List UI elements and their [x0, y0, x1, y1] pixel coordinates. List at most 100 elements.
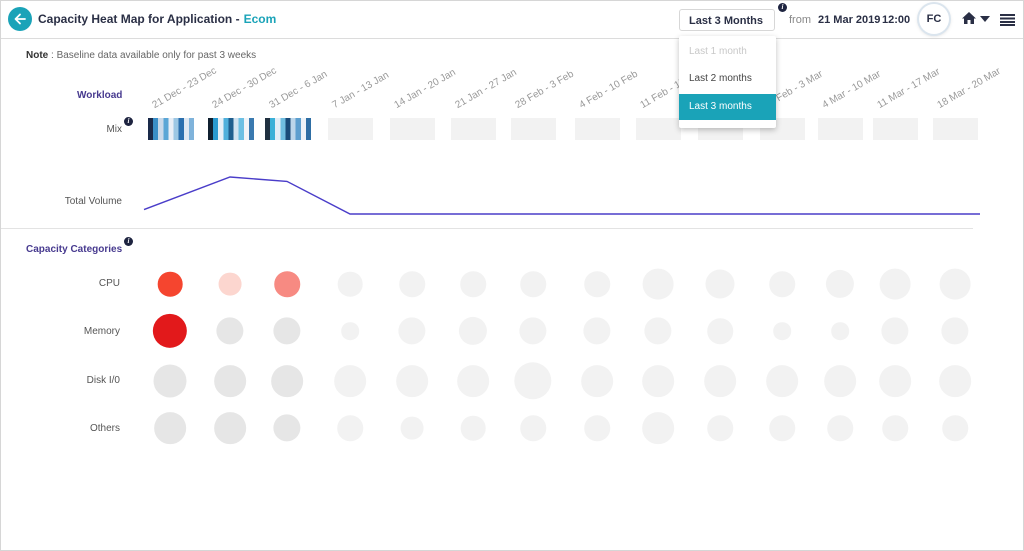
capacity-dot-memory[interactable] — [519, 317, 547, 345]
mix-cell[interactable] — [873, 118, 918, 140]
user-avatar[interactable]: FC — [919, 4, 949, 34]
home-menu-button[interactable] — [961, 11, 991, 27]
capacity-dot-memory[interactable] — [881, 317, 909, 345]
mix-cell[interactable] — [511, 118, 556, 140]
category-label-others: Others — [89, 423, 120, 434]
capacity-dot-disk[interactable] — [396, 365, 428, 397]
mix-cell[interactable] — [933, 118, 978, 140]
capacity-dot-others[interactable] — [584, 415, 610, 441]
capacity-dot-memory[interactable] — [831, 322, 849, 340]
capacity-dot-disk[interactable] — [514, 362, 552, 400]
category-label-cpu: CPU — [98, 278, 120, 289]
capacity-dot-others[interactable] — [520, 415, 546, 441]
capacity-dot-disk[interactable] — [879, 365, 911, 397]
note-prefix: Note — [26, 50, 49, 61]
capacity-dot-cpu[interactable] — [642, 268, 674, 300]
capacity-dot-disk[interactable] — [766, 365, 798, 397]
capacity-dot-disk[interactable] — [642, 365, 674, 397]
note-text: : Baseline data available only for past … — [51, 50, 257, 61]
capacity-dot-cpu[interactable] — [520, 271, 546, 297]
workload-heading: Workload — [77, 90, 123, 101]
capacity-dot-others[interactable] — [154, 412, 186, 444]
application-name: Ecom — [243, 12, 277, 26]
capacity-dot-others[interactable] — [337, 415, 363, 441]
chevron-down-icon — [980, 16, 990, 22]
mix-info-icon[interactable]: i — [124, 117, 133, 126]
capacity-dot-cpu[interactable] — [825, 269, 855, 299]
hamburger-icon — [1000, 14, 1015, 26]
capacity-dot-cpu[interactable] — [705, 269, 735, 299]
capacity-dot-disk[interactable] — [824, 365, 856, 397]
capacity-dot-memory[interactable] — [941, 317, 969, 345]
capacity-dot-others[interactable] — [642, 412, 674, 444]
capacity-dot-memory[interactable] — [341, 322, 359, 340]
mix-cell[interactable] — [328, 118, 373, 140]
mix-label: Mix — [106, 124, 122, 135]
time-label: 12:00 — [882, 14, 911, 26]
capacity-dot-others[interactable] — [707, 415, 733, 441]
capacity-dot-cpu[interactable] — [337, 271, 363, 297]
mix-cell[interactable] — [636, 118, 681, 140]
capacity-dot-cpu[interactable] — [584, 271, 610, 297]
capacity-dot-memory[interactable] — [773, 322, 791, 340]
capacity-dot-disk[interactable] — [271, 365, 303, 397]
section-divider — [1, 228, 973, 229]
option-last-3-months[interactable]: Last 3 months — [679, 94, 776, 120]
option-last-2-months[interactable]: Last 2 months — [689, 73, 752, 84]
capacity-dot-disk[interactable] — [334, 365, 366, 397]
capacity-dot-others[interactable] — [460, 415, 486, 441]
capacity-dot-memory[interactable] — [707, 318, 733, 344]
capacity-dot-others[interactable] — [769, 415, 795, 441]
capacity-dot-disk[interactable] — [153, 364, 187, 398]
capacity-dot-memory[interactable] — [398, 317, 426, 345]
capacity-dot-disk[interactable] — [457, 365, 489, 397]
back-button[interactable] — [8, 7, 32, 31]
info-icon[interactable]: i — [778, 3, 787, 12]
mix-cell[interactable] — [390, 118, 435, 140]
capacity-dot-others[interactable] — [214, 412, 246, 444]
top-bar: Capacity Heat Map for Application - Ecom … — [1, 1, 1023, 39]
capacity-dot-memory[interactable] — [583, 317, 611, 345]
capacity-dot-cpu[interactable] — [157, 271, 183, 297]
capacity-dot-cpu[interactable] — [879, 268, 911, 300]
mix-cell[interactable] — [208, 118, 254, 140]
capacity-dot-disk[interactable] — [939, 365, 971, 397]
time-range-select[interactable]: Last 3 Months — [679, 9, 775, 31]
capacity-dot-memory[interactable] — [216, 317, 244, 345]
capacity-dot-others[interactable] — [942, 415, 968, 441]
date-label: 21 Mar 2019 — [818, 14, 881, 26]
capacity-dot-memory[interactable] — [644, 317, 672, 345]
capacity-dot-cpu[interactable] — [218, 272, 242, 296]
mix-cell[interactable] — [265, 118, 311, 140]
capacity-dot-memory[interactable] — [152, 313, 188, 349]
page-title: Capacity Heat Map for Application - Ecom — [38, 12, 276, 26]
capacity-dot-memory[interactable] — [458, 316, 488, 346]
capacity-dot-cpu[interactable] — [769, 271, 795, 297]
capacity-info-icon[interactable]: i — [124, 237, 133, 246]
category-label-disk: Disk I/0 — [86, 375, 120, 386]
capacity-dot-cpu[interactable] — [460, 271, 486, 297]
capacity-dot-cpu[interactable] — [399, 271, 425, 297]
capacity-dot-others[interactable] — [400, 416, 424, 440]
baseline-note: Note : Baseline data available only for … — [26, 50, 256, 61]
capacity-dot-memory[interactable] — [273, 317, 301, 345]
arrow-left-icon — [14, 13, 26, 25]
capacity-dot-others[interactable] — [273, 414, 301, 442]
mix-cell[interactable] — [818, 118, 863, 140]
capacity-dot-others[interactable] — [827, 415, 853, 441]
capacity-dot-cpu[interactable] — [939, 268, 971, 300]
menu-button[interactable] — [1000, 13, 1015, 26]
time-range-dropdown: Last 1 month Last 2 months Last 3 months — [679, 36, 776, 128]
option-last-1-month: Last 1 month — [689, 46, 747, 57]
from-label: from — [789, 14, 811, 26]
capacity-dot-others[interactable] — [882, 415, 908, 441]
mix-cell[interactable] — [575, 118, 620, 140]
mix-cell[interactable] — [451, 118, 496, 140]
page-title-text: Capacity Heat Map for Application - — [38, 12, 240, 26]
capacity-dot-cpu[interactable] — [274, 271, 300, 297]
capacity-dot-disk[interactable] — [704, 365, 736, 397]
capacity-dot-disk[interactable] — [214, 365, 246, 397]
capacity-dot-disk[interactable] — [581, 365, 613, 397]
total-volume-label: Total Volume — [64, 196, 122, 207]
mix-cell[interactable] — [148, 118, 194, 140]
